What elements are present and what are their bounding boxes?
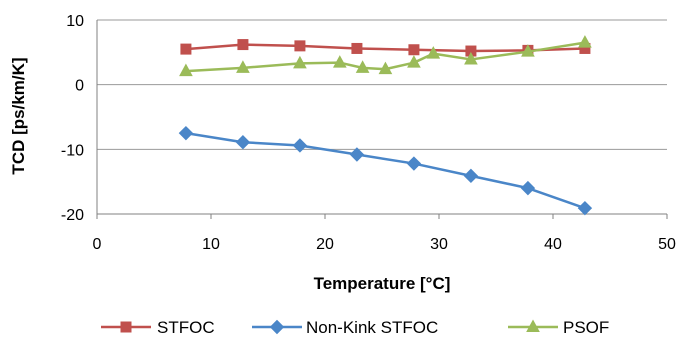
- legend-label: STFOC: [157, 318, 215, 337]
- data-point-marker: [294, 40, 306, 52]
- legend-item: PSOF: [508, 318, 609, 337]
- data-point-marker: [577, 200, 593, 216]
- x-tick-label: 20: [316, 236, 334, 253]
- data-point-marker: [235, 135, 251, 150]
- y-tick-label: 10: [66, 13, 84, 30]
- legend-marker: [526, 319, 540, 332]
- data-point-marker: [464, 51, 478, 65]
- series-2: [179, 35, 592, 77]
- legend-marker: [120, 321, 132, 333]
- data-point-marker: [408, 44, 420, 56]
- data-point-marker: [349, 147, 365, 162]
- axes: 10 0 -10 -20 0 10 20 30 40 50: [61, 13, 676, 253]
- data-point-marker: [236, 60, 250, 73]
- data-series: [178, 35, 593, 216]
- data-point-marker: [406, 156, 422, 171]
- data-point-marker: [407, 55, 421, 68]
- y-tick-label: -10: [61, 142, 84, 159]
- data-point-marker: [463, 168, 479, 184]
- y-tick-label: 0: [75, 78, 84, 95]
- x-tick-label: 40: [544, 236, 562, 253]
- legend-label: PSOF: [563, 318, 609, 337]
- data-point-marker: [178, 125, 194, 141]
- x-tick-label: 10: [202, 236, 220, 253]
- y-axis-title: TCD [ps/km/K]: [9, 57, 28, 174]
- legend-item: STFOC: [101, 318, 215, 337]
- data-point-marker: [293, 55, 307, 69]
- data-point-marker: [332, 55, 347, 68]
- legend-item: Non-Kink STFOC: [252, 318, 438, 337]
- data-point-marker: [520, 180, 536, 196]
- data-point-marker: [237, 39, 249, 51]
- data-point-marker: [355, 60, 370, 73]
- x-tick-label: 50: [658, 236, 676, 253]
- y-tick-label: -20: [61, 207, 84, 224]
- data-point-marker: [180, 43, 192, 55]
- legend-marker: [269, 319, 285, 335]
- series-line: [185, 43, 585, 53]
- data-point-marker: [521, 44, 535, 57]
- data-point-marker: [578, 35, 592, 48]
- data-point-marker: [351, 42, 363, 54]
- data-point-marker: [179, 63, 193, 77]
- series-1: [178, 125, 593, 216]
- x-axis-title: Temperature [°C]: [314, 274, 451, 293]
- x-tick-label: 0: [93, 236, 102, 253]
- series-line: [185, 131, 586, 210]
- x-tick-label: 30: [430, 236, 448, 253]
- legend-label: Non-Kink STFOC: [306, 318, 438, 337]
- legend: STFOC Non-Kink STFOC PSOF: [101, 318, 609, 337]
- data-point-marker: [292, 138, 308, 153]
- data-point-marker: [378, 61, 393, 75]
- data-point-marker: [426, 46, 441, 59]
